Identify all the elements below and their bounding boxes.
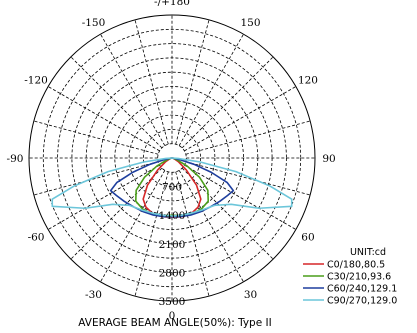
grid-ring xyxy=(142,128,201,187)
angle-label: -120 xyxy=(24,75,48,87)
grid-spoke xyxy=(181,167,274,260)
angle-label: -90 xyxy=(7,153,24,165)
grid-spoke xyxy=(70,167,163,260)
angle-label: 0 xyxy=(169,310,176,322)
grid-spoke xyxy=(100,33,166,146)
angle-label: -150 xyxy=(82,17,106,29)
grid-ring xyxy=(128,114,216,202)
angle-label: 120 xyxy=(298,75,318,87)
radial-tick-label: 3500 xyxy=(159,296,186,308)
grid-spoke xyxy=(185,120,311,155)
angle-label: -/+180 xyxy=(154,0,190,8)
radial-tick-label: 2800 xyxy=(159,267,186,279)
chart-caption: AVERAGE BEAM ANGLE(50%): Type II xyxy=(78,317,271,329)
grid-spoke xyxy=(184,164,297,230)
radial-tick-label: 2100 xyxy=(159,239,186,251)
grid-spoke xyxy=(134,19,169,145)
grid-spoke xyxy=(181,56,274,149)
legend-label: C0/180,80.5 xyxy=(327,260,385,271)
grid-spoke xyxy=(33,120,159,155)
grid-spoke xyxy=(134,171,169,297)
grid-ring xyxy=(28,14,316,302)
polar-labels: 0 30 60 90 120 150 -/+180 -150 -120 -90 -60 -30 700 1… xyxy=(7,0,336,322)
angle-label: 60 xyxy=(301,232,314,244)
angle-label: 150 xyxy=(240,17,260,29)
intensity-curves xyxy=(51,157,293,219)
angle-label: 30 xyxy=(244,289,257,301)
series-curve xyxy=(134,157,210,217)
legend-label: C30/210,93.6 xyxy=(327,272,391,283)
grid-spoke xyxy=(184,86,297,152)
polar-grid xyxy=(28,14,316,302)
grid-spoke xyxy=(175,171,210,297)
grid-spoke xyxy=(70,56,163,149)
grid-spoke xyxy=(47,86,160,152)
legend: UNIT:cd C0/180,80.5C30/210,93.6C60/240,1… xyxy=(303,247,397,307)
series-curve xyxy=(109,157,235,218)
grid-spoke xyxy=(100,170,166,283)
angle-label: -30 xyxy=(85,289,102,301)
grid-spoke xyxy=(185,161,311,196)
grid-spoke xyxy=(178,170,244,283)
series-curve xyxy=(51,157,293,217)
radial-tick-label: 700 xyxy=(162,182,182,194)
angle-label: 90 xyxy=(322,153,335,165)
grid-spoke xyxy=(175,19,210,145)
legend-label: C60/240,129.1 xyxy=(327,284,397,295)
angle-label: -60 xyxy=(28,232,45,244)
legend-label: C90/270,129.0 xyxy=(327,296,397,307)
grid-spoke xyxy=(33,161,159,196)
radial-tick-label: 1400 xyxy=(159,210,186,222)
grid-ring xyxy=(42,28,302,288)
grid-spoke xyxy=(178,33,244,146)
unit-label: UNIT:cd xyxy=(350,247,386,258)
grid-spoke xyxy=(47,164,160,230)
